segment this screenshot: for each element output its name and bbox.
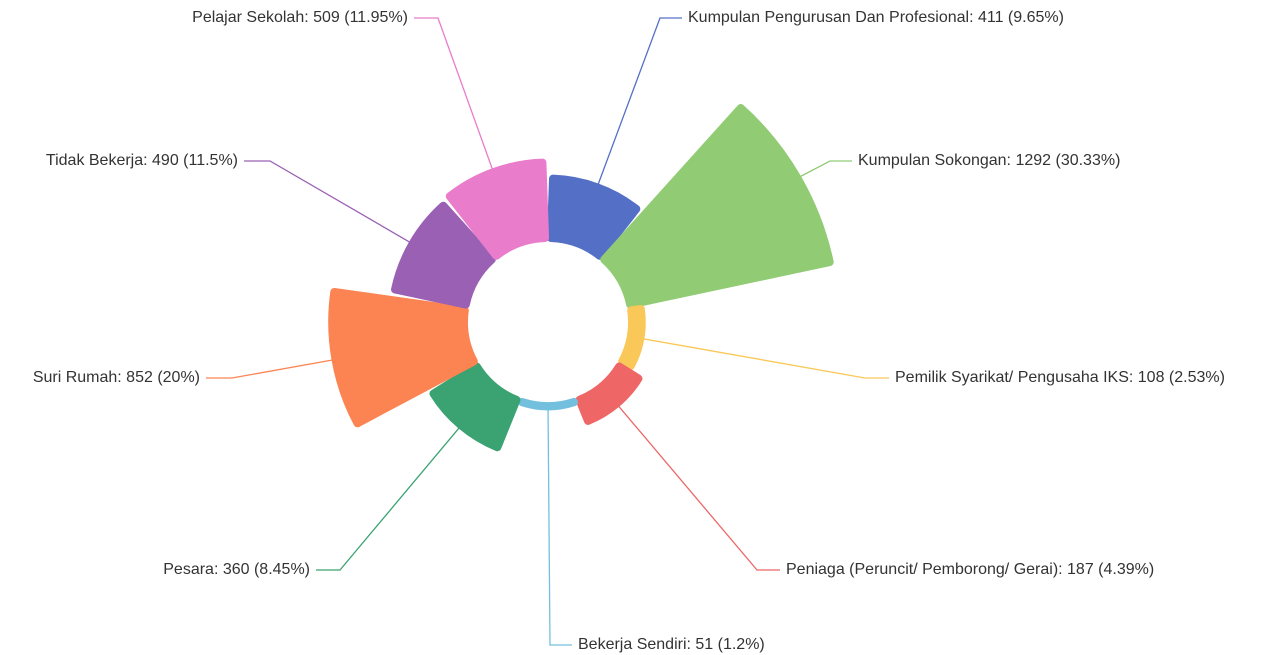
label-line	[244, 160, 415, 246]
label-line	[206, 358, 338, 379]
rose-slice	[429, 362, 521, 452]
label-line	[547, 404, 572, 646]
slice-label: Pemilik Syarikat/ Pengusaha IKS: 108 (2.…	[895, 369, 1225, 386]
rose-slice	[546, 174, 641, 260]
label-line	[638, 337, 889, 379]
slice-label: Pelajar Sekolah: 509 (11.95%)	[192, 9, 408, 26]
slice-label: Kumpulan Pengurusan Dan Profesional: 411…	[688, 9, 1064, 26]
rose-slice	[600, 103, 834, 309]
label-line	[414, 17, 495, 175]
rose-slice	[328, 287, 478, 428]
slice-label: Suri Rumah: 852 (20%)	[33, 369, 200, 386]
slice-label: Peniaga (Peruncit/ Pemborong/ Gerai): 18…	[786, 561, 1154, 578]
slice-label: Bekerja Sendiri: 51 (1.2%)	[578, 636, 765, 653]
label-line	[614, 401, 780, 571]
slice-label: Kumpulan Sokongan: 1292 (30.33%)	[858, 152, 1120, 169]
rose-slice	[517, 397, 579, 411]
slice-label: Tidak Bekerja: 490 (11.5%)	[46, 152, 238, 169]
slice-label: Pesara: 360 (8.45%)	[163, 561, 310, 578]
label-line	[595, 17, 682, 190]
rose-slice	[575, 362, 643, 425]
rose-slice	[445, 158, 550, 260]
rose-slice	[618, 304, 646, 370]
label-line	[795, 160, 852, 180]
label-line	[316, 423, 463, 571]
rose-slice	[391, 201, 496, 309]
